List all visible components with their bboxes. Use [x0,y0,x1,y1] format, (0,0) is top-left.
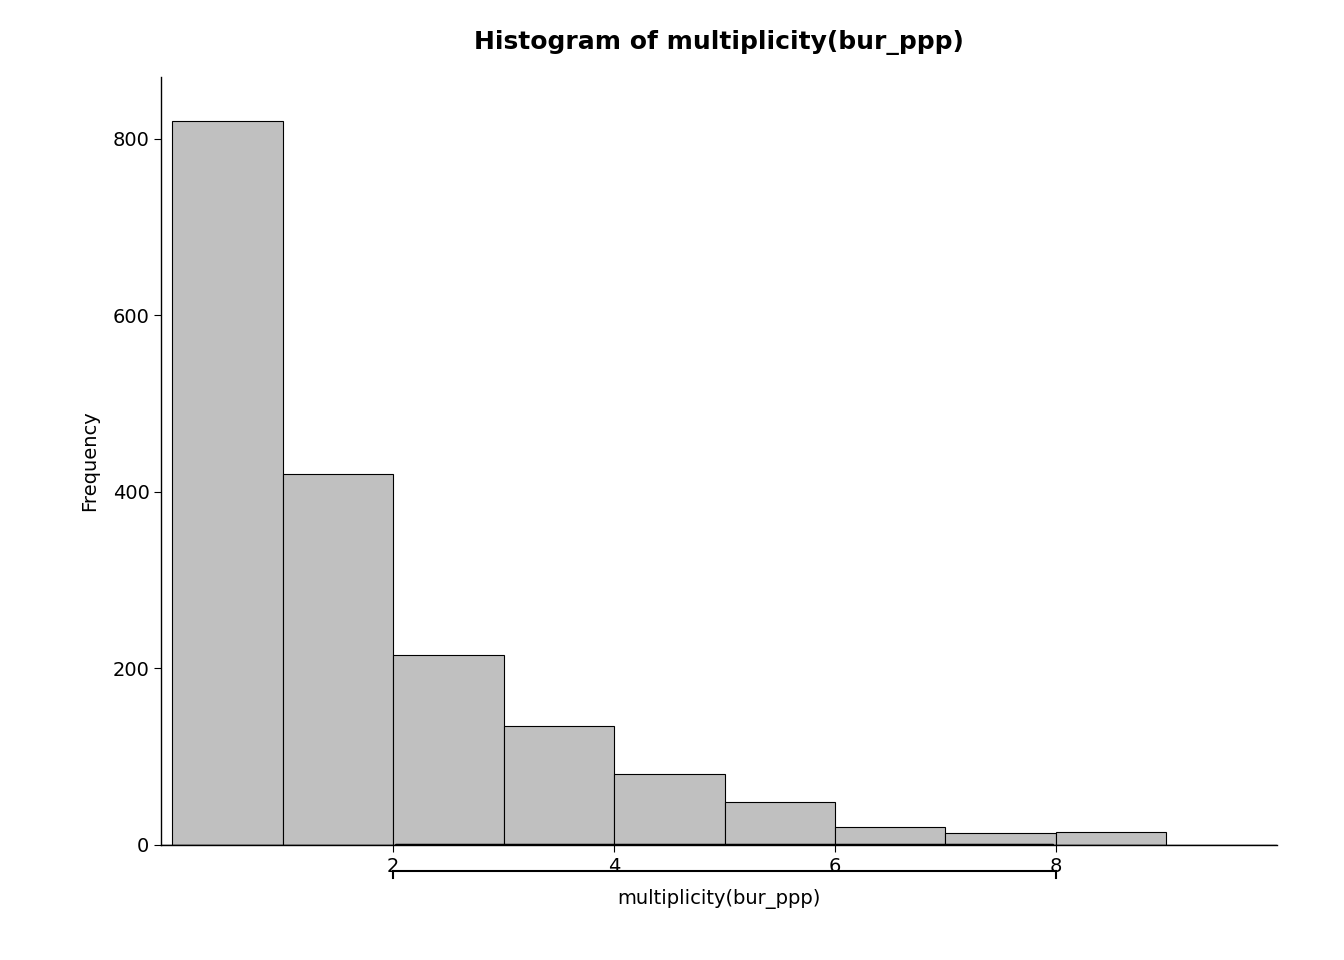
Y-axis label: Frequency: Frequency [79,411,98,511]
Bar [504,726,614,845]
X-axis label: multiplicity(bur_ppp): multiplicity(bur_ppp) [617,890,821,909]
Bar [1056,831,1167,845]
Bar [835,828,945,845]
Bar [394,655,504,845]
Bar [282,474,394,845]
Title: Histogram of multiplicity(bur_ppp): Histogram of multiplicity(bur_ppp) [474,30,964,55]
Bar [172,121,282,845]
Bar [724,803,835,845]
Bar [614,774,724,845]
Bar [945,833,1056,845]
